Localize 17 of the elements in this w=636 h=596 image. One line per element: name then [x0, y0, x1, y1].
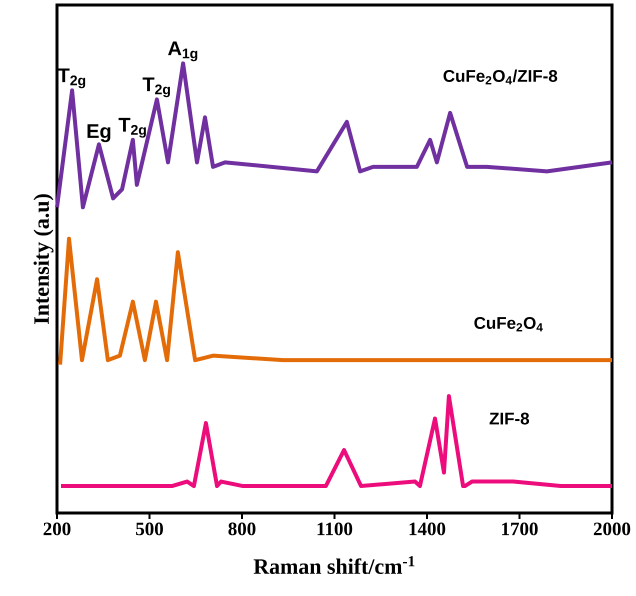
x-tick-label: 2000 [594, 522, 630, 536]
x-tick-label: 1700 [502, 522, 538, 536]
annotation: T$_{2g}$ [142, 77, 170, 98]
text: ZIF-8 [490, 412, 530, 425]
x-axis-title: Raman shift/cm$^{-1}$ [254, 556, 414, 574]
x-tick-label: 800 [228, 522, 256, 536]
x-tick-label: 1400 [410, 522, 446, 536]
annotation: A$_{1g}$ [168, 41, 198, 62]
x-tick-label: 200 [44, 522, 70, 536]
annotation: Eg [88, 124, 110, 142]
annotation: T$_{2g}$ [118, 118, 146, 138]
series-label: CuFe$_{2}$O$_{4}$ [474, 316, 543, 332]
x-tick-label: 500 [136, 522, 163, 536]
series-label: CuFe$_{2}$O$_{4}$/ZIF-8 [444, 70, 558, 84]
x-tick-label: 1100 [318, 522, 352, 536]
annotation: T$_{2g}$ [58, 68, 86, 88]
y-axis-title: Intensity (a.u) [34, 194, 54, 324]
